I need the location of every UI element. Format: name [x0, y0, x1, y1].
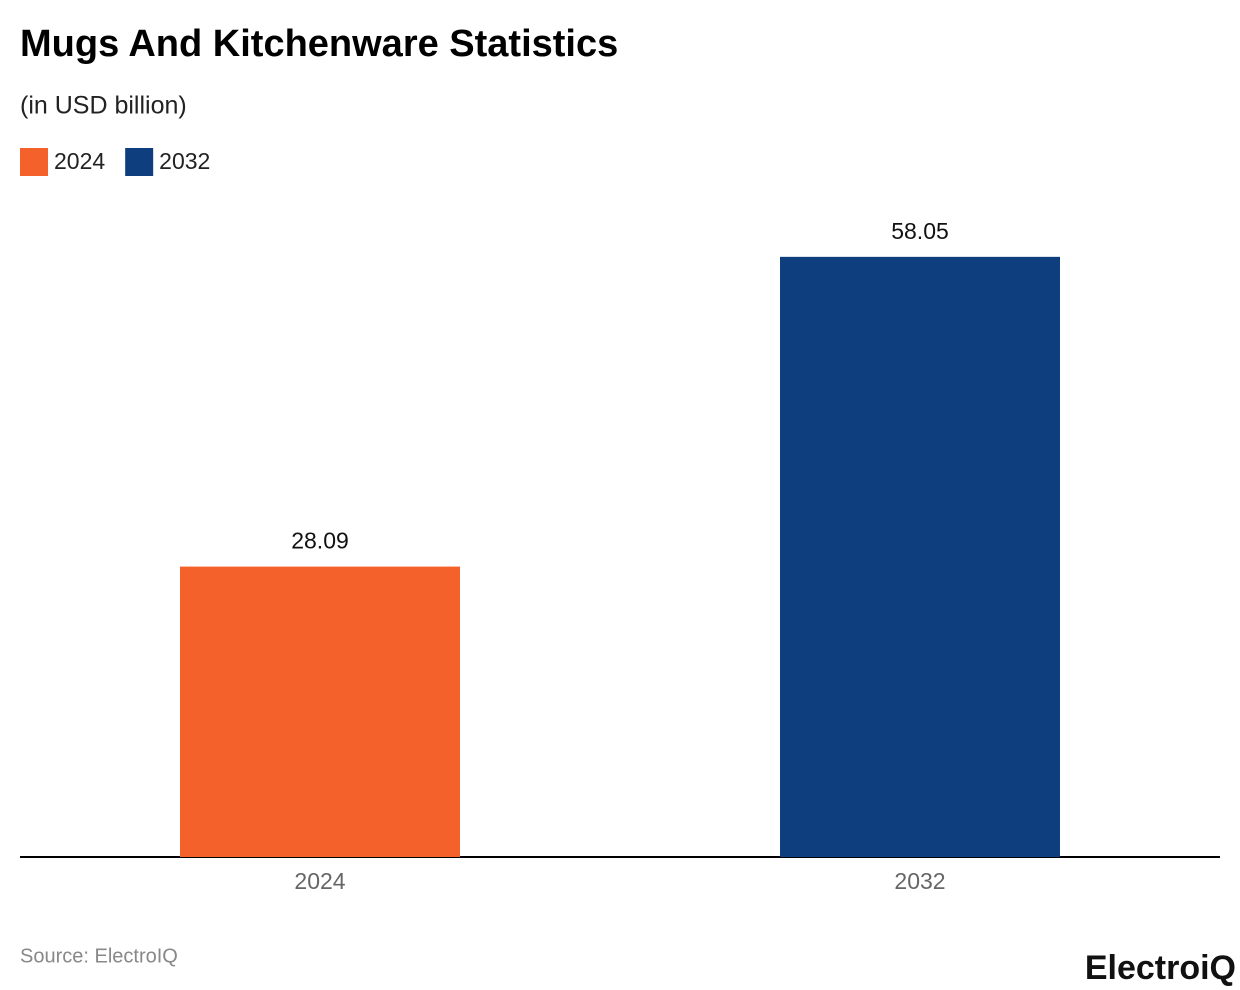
bar	[780, 256, 1060, 857]
value-label: 58.05	[891, 218, 949, 244]
x-tick-label: 2032	[894, 868, 945, 894]
legend-swatch	[20, 148, 48, 176]
x-tick-label: 2024	[294, 868, 345, 894]
brand-logo: ElectroiQ	[1085, 949, 1236, 987]
bar	[180, 566, 460, 857]
chart-title: Mugs And Kitchenware Statistics	[20, 23, 618, 65]
legend-label: 2024	[54, 148, 105, 174]
value-label: 28.09	[291, 528, 349, 554]
legend-swatch	[125, 148, 154, 176]
chart-subtitle: (in USD billion)	[20, 92, 187, 120]
source-note: Source: ElectroIQ	[20, 945, 178, 967]
legend-label: 2032	[159, 148, 210, 174]
